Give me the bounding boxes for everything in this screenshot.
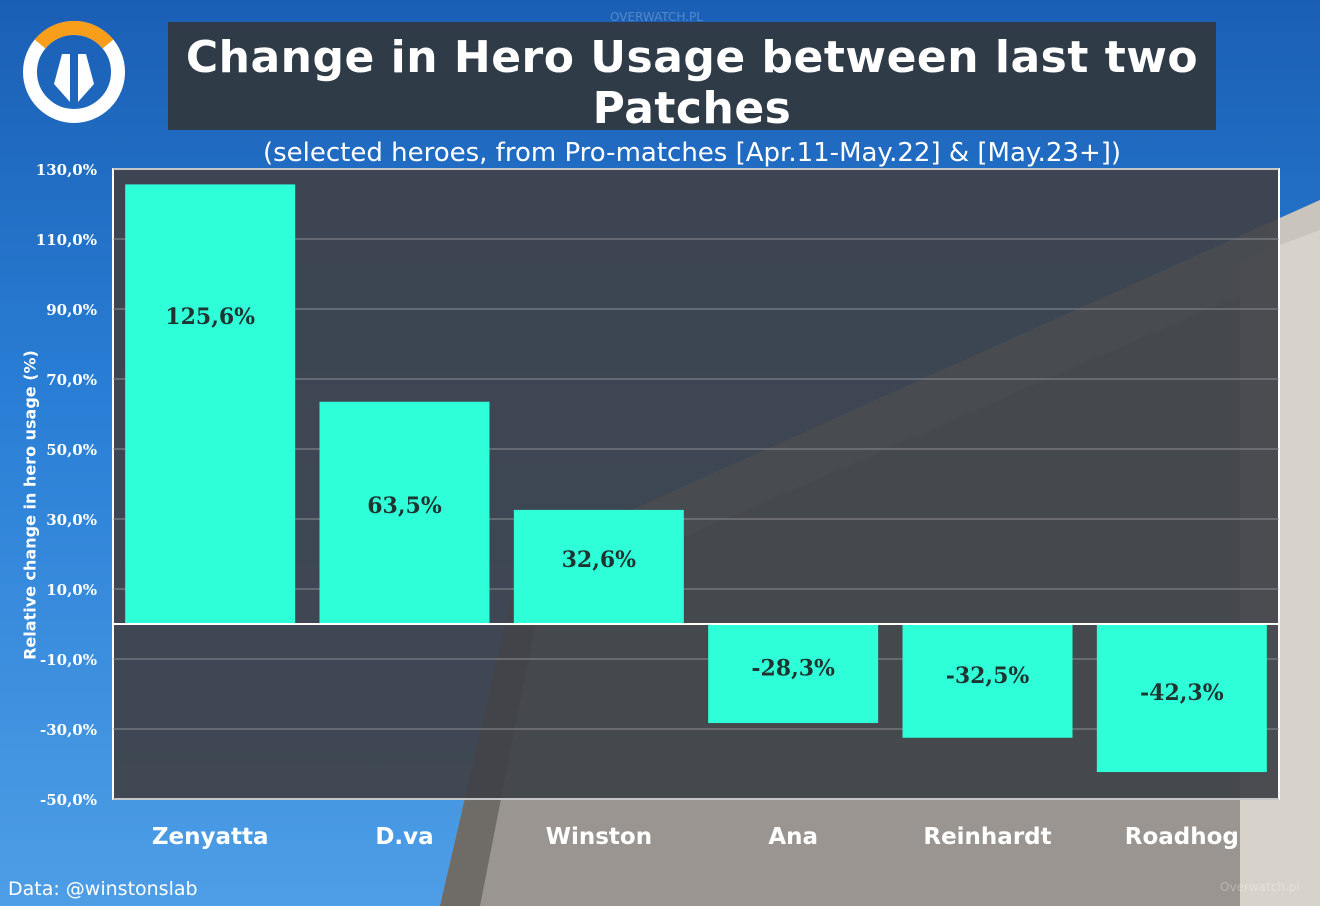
bar-reinhardt [902,624,1073,738]
data-label: 63,5% [367,493,442,519]
x-category-label: Ana [768,824,818,850]
overwatch-logo-icon [23,21,125,123]
data-label: -32,5% [946,663,1030,689]
bar-dva [319,401,490,624]
bar-zenyatta [125,184,296,624]
watermark-bottom: Overwatch.pl [1220,880,1300,894]
y-tick-label: 70,0% [46,371,97,389]
x-category-label: Zenyatta [152,824,269,850]
x-category-label: D.va [375,824,433,850]
bar-winston [513,509,684,624]
x-category-label: Reinhardt [923,824,1051,850]
y-tick-label: -10,0% [40,651,97,669]
chart-title: Change in Hero Usage between last two Pa… [185,32,1199,134]
title-box: Change in Hero Usage between last two Pa… [168,22,1216,168]
bar-ana [708,624,879,724]
y-tick-label: 50,0% [46,441,97,459]
data-label: -42,3% [1140,680,1224,706]
data-credit: Data: @winstonslab [8,878,198,900]
plot-area [112,168,1280,800]
data-label: 32,6% [562,547,637,573]
y-tick-label: -30,0% [40,721,97,739]
data-label: 125,6% [165,304,255,330]
y-axis-label: Relative change in hero usage (%) [20,350,40,660]
y-tick-label: 130,0% [36,161,97,179]
data-label: -28,3% [751,656,835,682]
y-tick-label: 10,0% [46,581,97,599]
y-tick-label: 90,0% [46,301,97,319]
x-category-label: Winston [546,824,653,850]
bar-roadhog [1096,624,1267,773]
x-category-label: Roadhog [1125,824,1239,850]
y-tick-label: 30,0% [46,511,97,529]
y-tick-label: 110,0% [36,231,97,249]
watermark-top: OVERWATCH.PL [610,10,703,24]
y-tick-label: -50,0% [40,791,97,809]
chart-subtitle: (selected heroes, from Pro-matches [Apr.… [262,138,1122,168]
